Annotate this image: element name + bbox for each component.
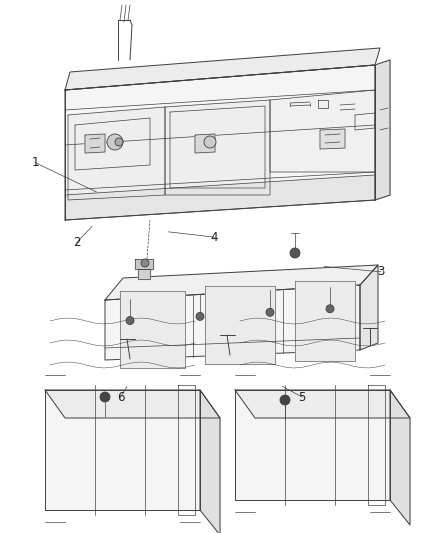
Text: 1: 1 — [31, 156, 39, 169]
Polygon shape — [68, 107, 165, 200]
Polygon shape — [105, 265, 378, 300]
Circle shape — [100, 392, 110, 402]
Polygon shape — [270, 90, 375, 172]
Polygon shape — [375, 60, 390, 200]
Polygon shape — [205, 286, 275, 364]
Polygon shape — [375, 60, 390, 200]
Polygon shape — [120, 292, 185, 368]
Polygon shape — [65, 175, 375, 220]
Text: 3: 3 — [378, 265, 385, 278]
Circle shape — [115, 138, 123, 146]
Polygon shape — [195, 134, 215, 153]
Circle shape — [107, 134, 123, 150]
Circle shape — [280, 395, 290, 405]
Circle shape — [126, 317, 134, 325]
Polygon shape — [295, 281, 355, 361]
Circle shape — [204, 136, 216, 148]
Text: 4: 4 — [211, 231, 219, 244]
Polygon shape — [200, 390, 220, 533]
Text: 2: 2 — [73, 236, 81, 249]
Polygon shape — [85, 134, 105, 153]
Circle shape — [266, 308, 274, 316]
Circle shape — [141, 259, 149, 267]
Polygon shape — [138, 269, 150, 279]
Text: 6: 6 — [117, 391, 124, 403]
Polygon shape — [135, 259, 153, 269]
Polygon shape — [235, 390, 390, 500]
Circle shape — [196, 312, 204, 320]
Text: 5: 5 — [299, 391, 306, 403]
Polygon shape — [320, 129, 345, 149]
Polygon shape — [105, 285, 360, 360]
Polygon shape — [65, 65, 375, 220]
Polygon shape — [45, 390, 200, 510]
Circle shape — [326, 305, 334, 313]
Polygon shape — [390, 390, 410, 525]
Polygon shape — [165, 100, 270, 195]
Circle shape — [290, 248, 300, 258]
Polygon shape — [235, 390, 410, 418]
Polygon shape — [360, 265, 378, 350]
Polygon shape — [45, 390, 220, 418]
Polygon shape — [65, 48, 380, 90]
